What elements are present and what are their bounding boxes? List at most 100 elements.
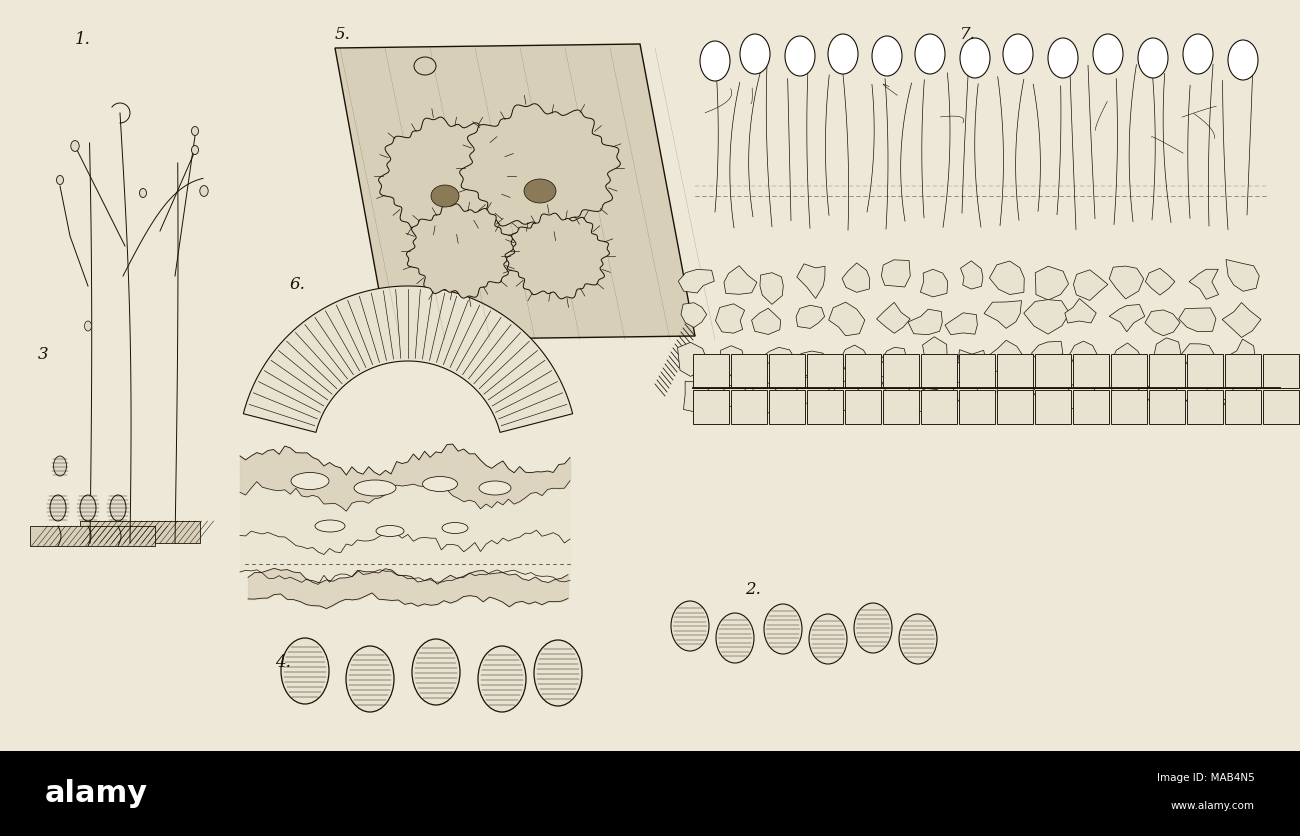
Ellipse shape	[1228, 40, 1258, 80]
Ellipse shape	[70, 140, 79, 151]
Polygon shape	[989, 261, 1024, 294]
Polygon shape	[1179, 308, 1216, 332]
Polygon shape	[335, 44, 696, 340]
Ellipse shape	[828, 34, 858, 74]
Bar	[1149, 390, 1186, 424]
Bar	[997, 354, 1034, 388]
Polygon shape	[1065, 298, 1096, 323]
Ellipse shape	[346, 646, 394, 712]
Polygon shape	[507, 213, 610, 298]
Ellipse shape	[291, 472, 329, 490]
Polygon shape	[797, 264, 826, 298]
Polygon shape	[796, 305, 824, 329]
Ellipse shape	[81, 495, 96, 521]
Polygon shape	[1145, 374, 1178, 409]
Ellipse shape	[1004, 34, 1034, 74]
Polygon shape	[880, 376, 910, 404]
Bar	[1264, 354, 1299, 388]
Polygon shape	[1034, 380, 1075, 407]
Bar	[920, 390, 957, 424]
Bar	[1112, 390, 1147, 424]
Polygon shape	[722, 385, 748, 408]
Ellipse shape	[442, 522, 468, 533]
Bar	[81, 521, 200, 543]
Polygon shape	[953, 381, 979, 411]
Ellipse shape	[524, 179, 556, 203]
Bar	[997, 390, 1034, 424]
Polygon shape	[1227, 339, 1254, 367]
Polygon shape	[1109, 266, 1144, 298]
Polygon shape	[876, 303, 910, 334]
Bar	[1149, 354, 1186, 388]
Ellipse shape	[376, 526, 404, 537]
Ellipse shape	[959, 38, 991, 78]
Text: 7.: 7.	[959, 26, 976, 43]
Bar	[1112, 354, 1147, 388]
Polygon shape	[720, 346, 745, 376]
Ellipse shape	[716, 613, 754, 663]
Polygon shape	[1066, 380, 1097, 412]
Bar	[883, 354, 919, 388]
Polygon shape	[1112, 373, 1139, 404]
Bar	[0, 751, 1300, 836]
Bar	[959, 354, 994, 388]
Bar	[731, 354, 767, 388]
Polygon shape	[1232, 378, 1256, 407]
Polygon shape	[759, 347, 796, 373]
Ellipse shape	[699, 41, 731, 81]
Polygon shape	[880, 347, 906, 376]
Bar	[0, 0, 1300, 751]
Ellipse shape	[478, 646, 526, 712]
Polygon shape	[1112, 343, 1143, 378]
Polygon shape	[715, 303, 745, 334]
Bar	[959, 390, 994, 424]
Polygon shape	[911, 389, 939, 413]
Ellipse shape	[49, 495, 66, 521]
Text: 2.: 2.	[745, 581, 760, 598]
Polygon shape	[881, 260, 910, 287]
Text: alamy: alamy	[46, 779, 148, 808]
Ellipse shape	[809, 614, 848, 664]
Polygon shape	[1154, 338, 1182, 368]
Ellipse shape	[191, 126, 199, 135]
Polygon shape	[724, 266, 757, 294]
Polygon shape	[460, 104, 620, 232]
Ellipse shape	[200, 186, 208, 196]
Text: 1.: 1.	[75, 31, 91, 48]
Ellipse shape	[900, 614, 937, 664]
Polygon shape	[842, 263, 870, 293]
Polygon shape	[1145, 268, 1175, 295]
Polygon shape	[1023, 299, 1070, 334]
Polygon shape	[1074, 270, 1108, 300]
Polygon shape	[1186, 390, 1227, 415]
Text: 6.: 6.	[290, 276, 305, 293]
Ellipse shape	[191, 145, 199, 155]
Polygon shape	[961, 261, 983, 289]
Bar	[30, 526, 155, 546]
Polygon shape	[997, 379, 1037, 408]
Bar	[1187, 390, 1223, 424]
Ellipse shape	[740, 34, 770, 74]
Ellipse shape	[111, 495, 126, 521]
Bar	[807, 390, 842, 424]
Polygon shape	[1031, 341, 1063, 364]
Ellipse shape	[671, 601, 709, 651]
Ellipse shape	[872, 36, 902, 76]
Text: www.alamy.com: www.alamy.com	[1171, 801, 1254, 811]
Polygon shape	[1226, 259, 1260, 291]
Polygon shape	[987, 340, 1023, 374]
Ellipse shape	[534, 640, 582, 706]
Polygon shape	[923, 337, 948, 373]
Polygon shape	[920, 269, 948, 297]
Polygon shape	[760, 273, 784, 304]
Bar	[1035, 390, 1071, 424]
Ellipse shape	[432, 185, 459, 207]
Polygon shape	[1035, 266, 1069, 300]
Bar	[1187, 354, 1223, 388]
Text: Image ID: MAB4N5: Image ID: MAB4N5	[1157, 773, 1254, 783]
Polygon shape	[243, 286, 573, 432]
Text: 3: 3	[38, 346, 48, 363]
Bar	[1072, 354, 1109, 388]
Polygon shape	[958, 349, 987, 375]
Bar	[1035, 354, 1071, 388]
